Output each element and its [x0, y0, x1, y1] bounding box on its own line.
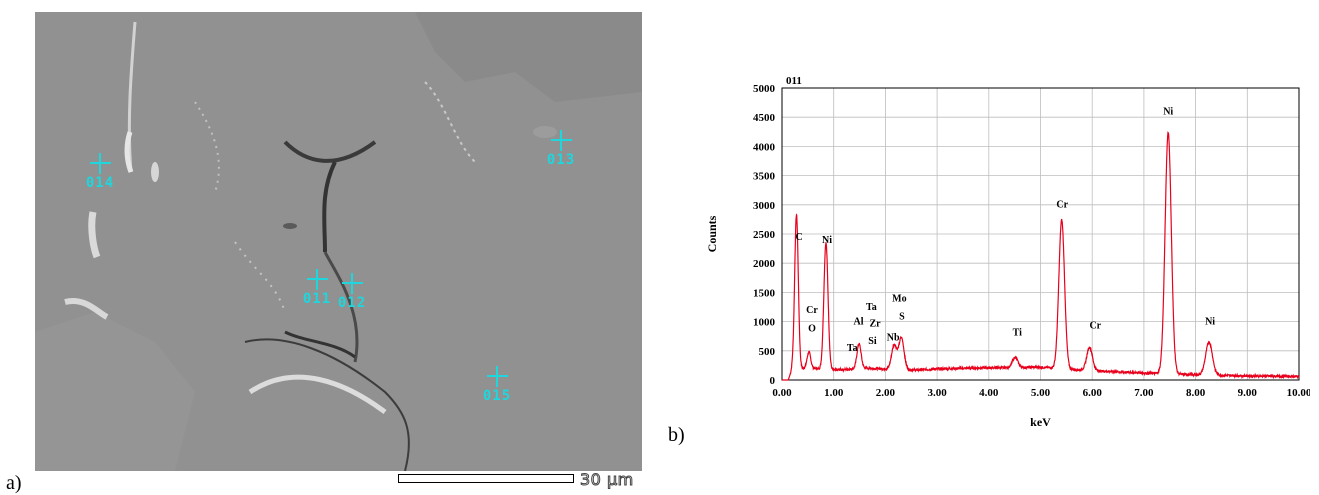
peak-label: Cr: [1089, 321, 1101, 332]
sem-texture: [35, 12, 642, 471]
x-tick-label: 10.00: [1287, 387, 1310, 399]
peak-label: Ni: [1163, 106, 1173, 117]
y-tick-label: 2500: [753, 229, 776, 241]
y-tick-label: 4000: [753, 141, 776, 153]
peak-label: Ni: [822, 235, 832, 246]
peak-label: Zr: [870, 318, 882, 329]
peak-label: Ta: [847, 343, 858, 354]
peak-label: C: [795, 232, 802, 243]
y-axis-label: Counts: [705, 215, 719, 252]
y-tick-label: 2000: [753, 258, 776, 270]
x-tick-label: 1.00: [824, 387, 844, 399]
x-tick-label: 4.00: [979, 387, 999, 399]
marker-label: 014: [85, 175, 115, 191]
marker-label: 015: [482, 388, 512, 404]
peak-label: Ta: [866, 302, 877, 313]
scale-bar-label: 30 µm: [580, 470, 634, 490]
peak-label: Al: [854, 317, 864, 328]
y-tick-label: 4500: [753, 112, 776, 124]
y-tick-label: 1000: [753, 317, 776, 329]
marker-label: 012: [337, 295, 367, 311]
peak-label: Nb: [887, 332, 900, 343]
y-tick-label: 3500: [753, 171, 776, 183]
x-tick-label: 5.00: [1031, 387, 1051, 399]
chart-title: 011: [786, 75, 802, 87]
x-tick-labels: 0.00 1.00 2.00 3.00 4.00 5.00 6.00 7.00 8.00 9.00…: [772, 387, 1310, 399]
peak-label: S: [899, 311, 905, 322]
chart-grid: [781, 87, 1300, 381]
y-tick-label: 3000: [753, 200, 776, 212]
scale-bar: [398, 474, 574, 483]
marker-label: 013: [546, 152, 576, 168]
y-tick-label: 5000: [753, 83, 776, 95]
marker-label: 011: [302, 291, 332, 307]
x-tick-label: 8.00: [1186, 387, 1206, 399]
y-tick-label: 1500: [753, 287, 776, 299]
y-tick-labels: 0 500 1000 1500 2000 2500 3000 3500 4000 4500 5000: [753, 83, 776, 387]
peak-label: O: [808, 324, 816, 335]
x-tick-label: 7.00: [1134, 387, 1154, 399]
peak-label: Si: [868, 336, 877, 347]
x-axis-label: keV: [1030, 415, 1051, 429]
eds-spectrum-chart: 0 500 1000 1500 2000 2500 3000 3500 4000 4500 5000…: [705, 75, 1310, 429]
y-tick-label: 500: [759, 346, 776, 358]
peak-label: Ti: [1013, 328, 1022, 339]
peak-label: Cr: [1056, 200, 1068, 211]
y-tick-label: 0: [770, 375, 776, 387]
x-tick-label: 9.00: [1238, 387, 1258, 399]
panel-label-b: b): [668, 424, 685, 446]
peak-label: Mo: [892, 294, 906, 305]
x-tick-label: 6.00: [1083, 387, 1103, 399]
x-tick-label: 2.00: [876, 387, 896, 399]
sem-micrograph: 011 012 013 014 015: [35, 12, 642, 471]
panel-label-a: a): [6, 472, 22, 494]
spectrum-line: [782, 130, 1300, 381]
x-tick-label: 0.00: [772, 387, 792, 399]
x-tick-label: 3.00: [927, 387, 947, 399]
peak-label: Cr: [806, 305, 818, 316]
peak-label: Ni: [1205, 317, 1215, 328]
plot-frame: [781, 87, 1300, 381]
